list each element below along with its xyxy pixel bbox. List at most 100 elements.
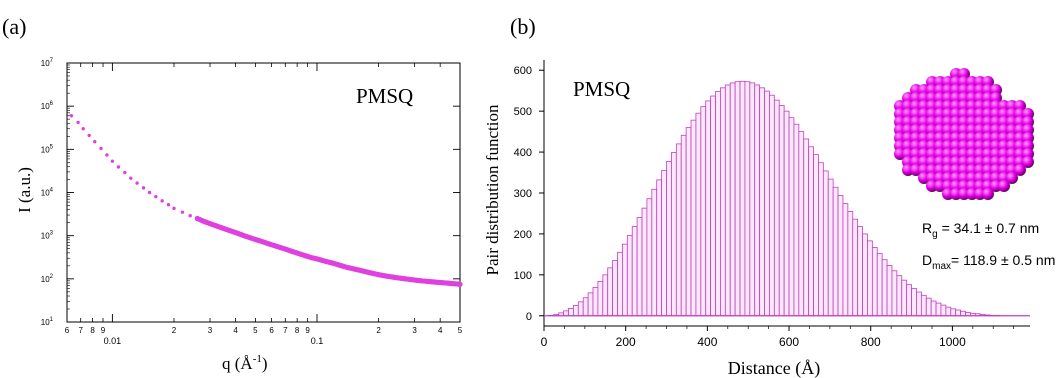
panel-a-x-axis-label: q (Å-1) (222, 353, 268, 373)
panel-b-bar (710, 95, 716, 317)
panel-a: (a) 6 7 8 9 2 3 4 5 6 7 8 9 2 3 4 50.01 0.1 101102103104… (2, 14, 463, 373)
panel-a-data-point (172, 206, 176, 211)
panel-b-inset-model (894, 68, 1034, 200)
panel-b-bar (871, 247, 878, 317)
panel-a-x-minor-tick-label: 8 (295, 326, 300, 335)
panel-b-bar (925, 297, 932, 317)
panel-a-data-point (81, 127, 85, 131)
panel-b-y-tick-label: 300 (514, 188, 532, 200)
panel-a-y-tick-label: 106 (41, 101, 54, 111)
panel-b-model-bead (1006, 172, 1018, 184)
panel-a-x-minor-tick-label: 3 (208, 326, 213, 335)
panel-b-bar (960, 310, 966, 317)
panel-b-bar (759, 87, 765, 317)
panel-b-bar (862, 233, 868, 317)
panel-a-y-axis-label: I (a.u.) (15, 167, 34, 213)
panel-a-x-axis-label-close: ) (262, 354, 268, 373)
panel-b-bar (803, 138, 810, 317)
panel-b-bar (901, 279, 908, 317)
panel-b-bar (857, 226, 863, 317)
panel-a-data-point (69, 114, 74, 118)
panel-b-rg-text: Rg = 34.1 ± 0.7 nm (922, 220, 1039, 240)
panel-b-bar (715, 91, 721, 317)
panel-b-bar (881, 259, 888, 317)
panel-b-bar (700, 106, 707, 317)
panel-b-x-tick-label: 800 (861, 335, 881, 349)
panel-a-data-point (129, 176, 133, 180)
panel-b-bar (641, 207, 648, 317)
panel-b-x-tick-label: 400 (697, 335, 717, 349)
panel-b-rg-symbol: R (922, 220, 932, 236)
panel-a-y-tick-label: 105 (41, 144, 54, 154)
panel-b-bar (886, 265, 893, 317)
panel-b-bar (916, 291, 922, 317)
panel-a-data-point (76, 120, 80, 125)
panel-a-x-minor-tick-label: 2 (376, 326, 381, 335)
panel-b-bar (852, 218, 859, 317)
panel-b-label: (b) (510, 14, 536, 39)
panel-b-bar (891, 270, 898, 317)
panel-b-bar (744, 81, 751, 317)
panel-a-x-minor-tick-label: 7 (78, 326, 83, 335)
panel-b-bar (867, 240, 873, 317)
panel-b-bar (661, 170, 667, 317)
panel-b-bar (778, 105, 785, 317)
panel-a-y-tick-label: 103 (41, 231, 54, 241)
panel-b-bar (573, 305, 579, 317)
panel-a-data-point (160, 199, 164, 203)
panel-b-model-bead (982, 188, 994, 200)
panel-b-bar (612, 260, 618, 317)
panel-a-x-axis-label-main: q (Å (222, 354, 253, 373)
panel-a-x-minor-tick-label: 5 (458, 326, 463, 335)
panel-a-x-major-tick-label: 0.1 (311, 336, 324, 346)
panel-b-bar (773, 99, 780, 317)
panel-a-x-axis-label-exp: -1 (253, 353, 262, 365)
panel-a-x-minor-tick-label: 8 (90, 326, 95, 335)
panel-a-x-minor-tick-label: 6 (269, 326, 274, 335)
panel-b-annotation: PMSQ (573, 77, 630, 101)
panel-a-data-point (457, 281, 463, 287)
panel-b-y-tick-label: 100 (514, 270, 532, 282)
panel-a-data-point (87, 133, 91, 138)
panel-a-data-point (166, 203, 171, 207)
panel-b-model-bead (998, 180, 1010, 192)
panel-b-bar (930, 300, 937, 317)
panel-b-y-tick-label: 500 (514, 106, 532, 118)
panel-a-y-ticks: 101 102 103 104 105 106 107 (41, 58, 460, 327)
panel-b-bar (837, 195, 844, 317)
panel-b-x-tick-label: 1000 (939, 335, 966, 349)
panel-b-bar (695, 112, 702, 317)
panel-b-bar (798, 131, 805, 317)
panel-b-y-tick-label: 200 (514, 229, 532, 241)
panel-b-y-ticks: 0 100 200 300 400 500 600 (514, 65, 544, 323)
panel-b-bar (822, 170, 829, 317)
panel-b-bar (592, 287, 599, 317)
panel-b-x-tick-label: 600 (779, 335, 799, 349)
panel-b-bar (705, 100, 712, 317)
panel-a-x-minor-tick-label: 7 (283, 326, 288, 335)
panel-b-bar (739, 80, 746, 317)
panel-a-data-point (105, 153, 109, 157)
panel-b-x-tick-label: 0 (541, 335, 548, 349)
panel-b-bar (788, 117, 795, 317)
panel-b-bar (577, 301, 584, 317)
panel-b-bar (940, 304, 947, 317)
panel-b: (b) 0 200 400 600 800 1000 0 100 200 300 400 500 60… (483, 14, 1055, 378)
panel-b-bar (617, 251, 623, 317)
panel-b-bar (793, 123, 800, 317)
panel-b-bar (783, 110, 790, 317)
panel-b-model-bead (1014, 164, 1026, 176)
panel-b-y-tick-label: 0 (526, 311, 532, 323)
panel-b-bar (906, 284, 912, 317)
panel-a-series (69, 114, 463, 287)
panel-a-label: (a) (2, 14, 26, 39)
panel-a-x-minor-tick-label: 2 (172, 326, 177, 335)
panel-b-bar (769, 94, 775, 317)
panel-b-bar (808, 146, 814, 317)
panel-b-bar (729, 82, 736, 317)
panel-a-data-point (93, 140, 97, 144)
panel-b-bar (749, 82, 756, 317)
panel-b-bar (602, 274, 609, 317)
panel-b-bar (636, 217, 643, 317)
panel-b-dmax-value: = 118.9 ± 0.5 nm (951, 252, 1055, 268)
